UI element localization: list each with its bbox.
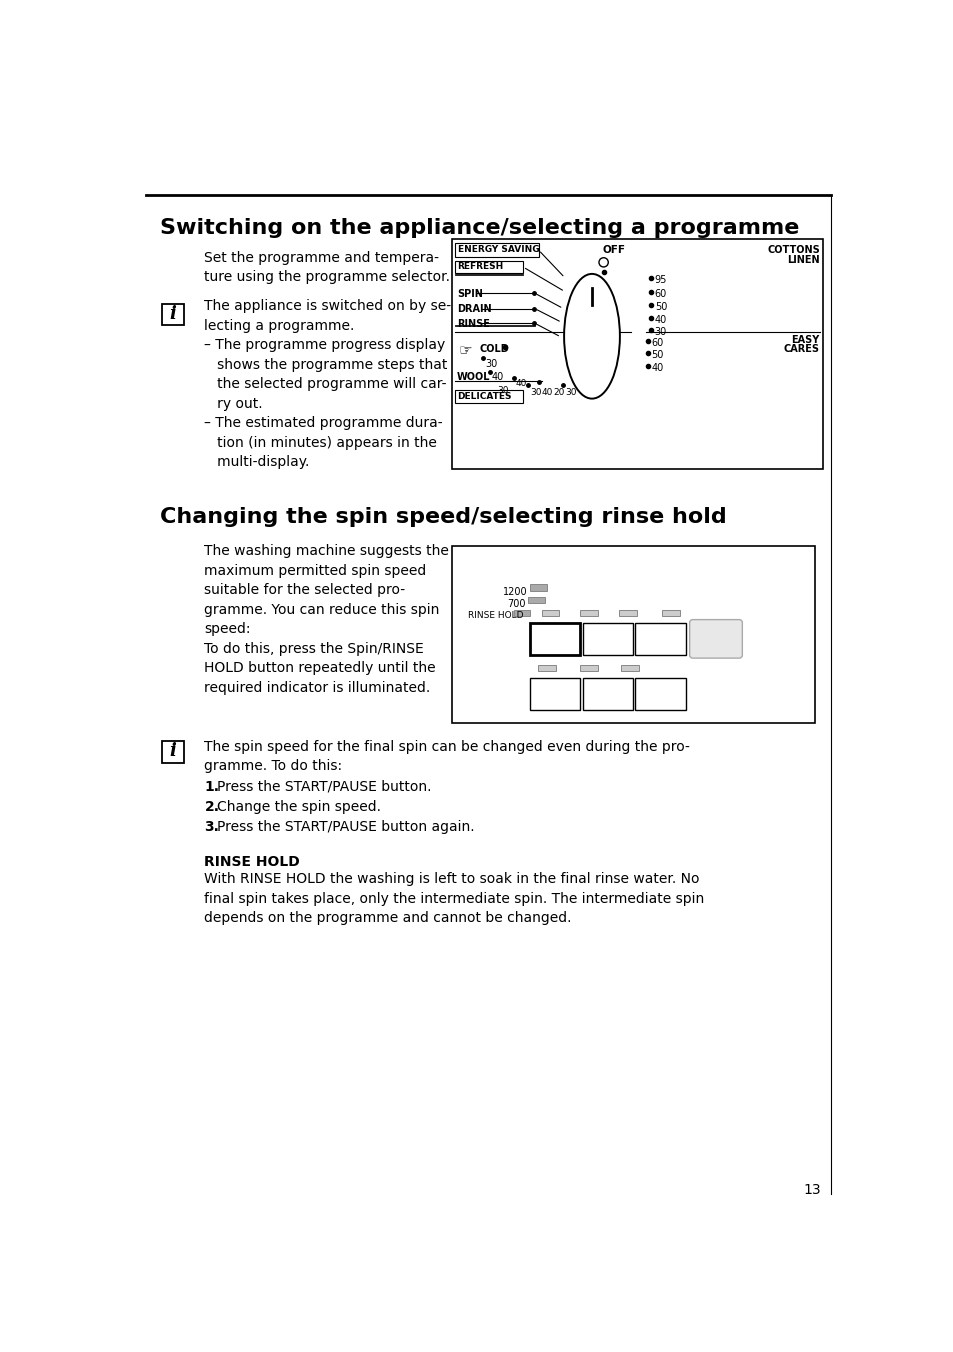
Bar	[618, 610, 637, 615]
Bar	[530, 679, 579, 711]
Text: Press the START/PAUSE button again.: Press the START/PAUSE button again.	[216, 819, 474, 834]
Bar	[162, 741, 183, 763]
Text: Switching on the appliance/selecting a programme: Switching on the appliance/selecting a p…	[159, 218, 798, 238]
Text: SPIN: SPIN	[456, 288, 482, 299]
Circle shape	[598, 258, 608, 266]
Text: 13: 13	[802, 1183, 820, 1197]
Text: EASY: EASY	[791, 335, 819, 345]
Text: 40: 40	[516, 380, 527, 388]
Text: 30: 30	[497, 385, 508, 395]
Bar	[452, 546, 815, 723]
Text: OFF: OFF	[601, 245, 624, 254]
Text: CARES: CARES	[783, 343, 819, 354]
Text: 30: 30	[654, 327, 666, 337]
Text: COTTONS: COTTONS	[766, 246, 819, 256]
Text: RINSE HOLD: RINSE HOLD	[204, 856, 300, 869]
Text: REFRESH: REFRESH	[456, 262, 503, 272]
Text: Press the START/PAUSE button.: Press the START/PAUSE button.	[216, 780, 431, 794]
Text: 20: 20	[553, 388, 564, 397]
Text: 40: 40	[491, 372, 503, 383]
Text: 2.: 2.	[204, 800, 219, 814]
Bar	[530, 623, 579, 654]
Text: 60: 60	[651, 338, 663, 347]
Bar	[635, 623, 685, 654]
Text: 40: 40	[651, 364, 663, 373]
Text: LINEN: LINEN	[786, 254, 819, 265]
Text: 40: 40	[541, 388, 553, 397]
Bar	[530, 584, 546, 591]
Text: 1200: 1200	[502, 587, 527, 596]
Bar	[579, 610, 598, 615]
Bar	[582, 623, 633, 654]
Text: 700: 700	[506, 599, 525, 608]
Text: The appliance is switched on by se-
lecting a programme.
– The programme progres: The appliance is switched on by se- lect…	[204, 299, 451, 469]
Bar	[582, 679, 633, 711]
Text: ENERGY SAVING: ENERGY SAVING	[457, 245, 539, 254]
Bar	[635, 679, 685, 711]
Text: RINSE: RINSE	[456, 319, 490, 329]
Text: 3.: 3.	[204, 819, 219, 834]
FancyBboxPatch shape	[689, 619, 741, 658]
Text: 60: 60	[654, 288, 666, 299]
Text: Change the spin speed.: Change the spin speed.	[216, 800, 380, 814]
Text: 30: 30	[484, 358, 497, 369]
Bar	[455, 261, 522, 273]
Bar	[455, 243, 537, 257]
Bar	[661, 610, 679, 615]
Text: Changing the spin speed/selecting rinse hold: Changing the spin speed/selecting rinse …	[159, 507, 725, 527]
Text: 30: 30	[564, 388, 576, 397]
Bar	[620, 665, 638, 671]
Text: WOOL: WOOL	[456, 372, 490, 381]
Text: i: i	[169, 742, 176, 760]
Bar	[455, 391, 522, 403]
Text: DRAIN: DRAIN	[456, 304, 491, 314]
Text: The washing machine suggests the
maximum permitted spin speed
suitable for the s: The washing machine suggests the maximum…	[204, 544, 449, 695]
Text: Set the programme and tempera-
ture using the programme selector.: Set the programme and tempera- ture usin…	[204, 250, 450, 284]
Text: i: i	[169, 306, 176, 323]
Bar	[162, 304, 183, 326]
Text: COLD: COLD	[479, 343, 509, 354]
Text: 30: 30	[530, 388, 541, 397]
Bar	[579, 665, 598, 671]
Text: 1.: 1.	[204, 780, 219, 794]
Bar	[541, 610, 558, 615]
Bar	[514, 610, 530, 615]
Bar	[452, 239, 822, 469]
Ellipse shape	[563, 274, 619, 399]
Bar	[537, 665, 555, 671]
Text: ☞: ☞	[458, 343, 472, 358]
Text: 40: 40	[654, 315, 666, 324]
Text: 50: 50	[654, 301, 666, 311]
Text: 95: 95	[654, 274, 666, 285]
Bar	[528, 596, 545, 603]
Text: RINSE HOLD: RINSE HOLD	[468, 611, 523, 621]
Text: With RINSE HOLD the washing is left to soak in the final rinse water. No
final s: With RINSE HOLD the washing is left to s…	[204, 872, 704, 925]
Text: The spin speed for the final spin can be changed even during the pro-
gramme. To: The spin speed for the final spin can be…	[204, 740, 690, 773]
Text: DELICATES: DELICATES	[456, 392, 511, 402]
Text: 50: 50	[651, 350, 663, 360]
